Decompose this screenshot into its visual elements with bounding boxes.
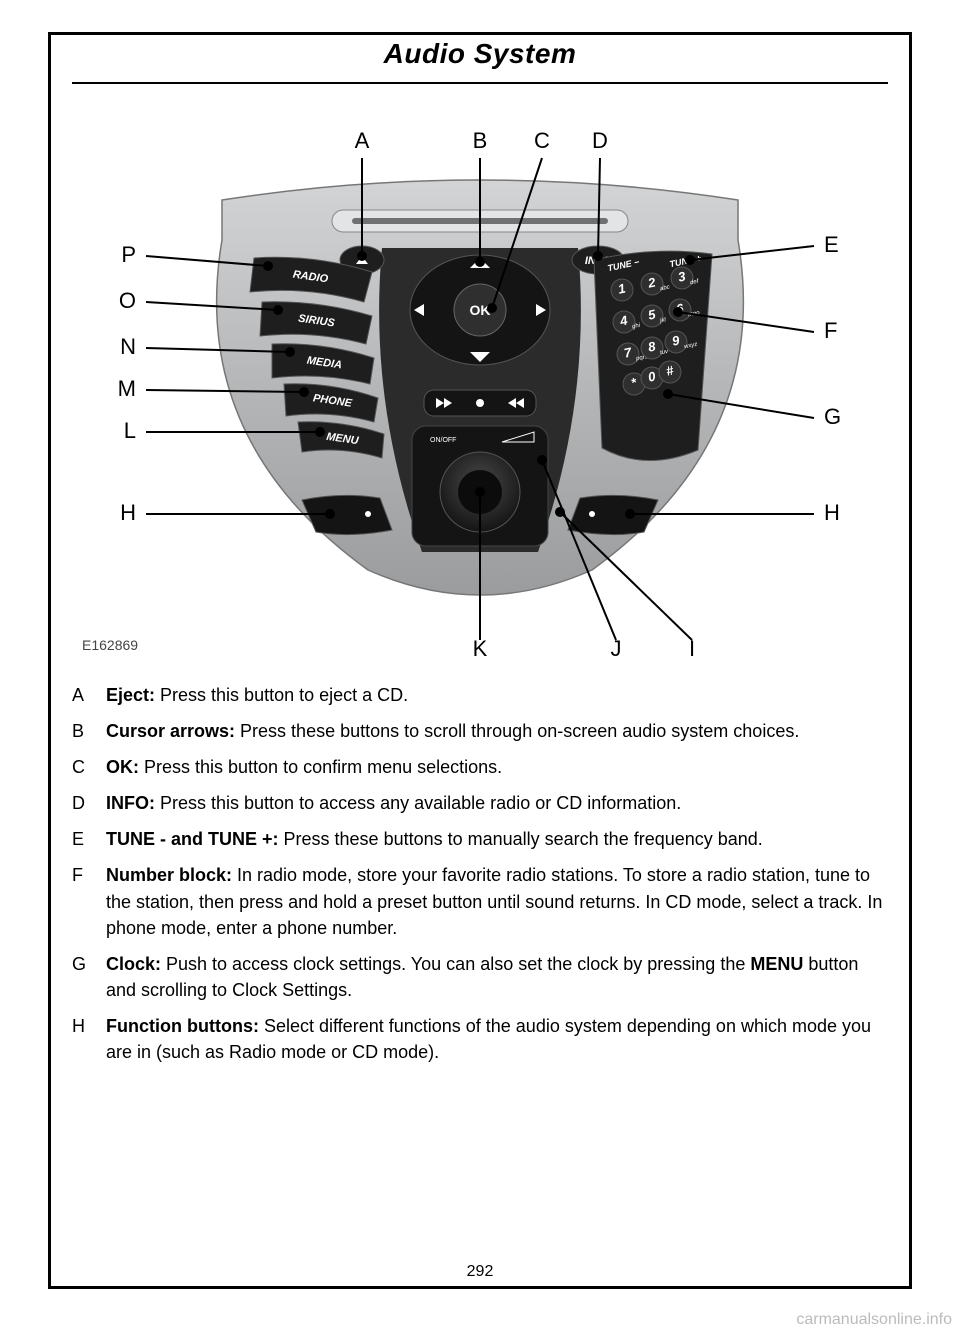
- callout-A: A: [355, 128, 370, 153]
- callout-J: J: [611, 636, 622, 660]
- svg-text:OK: OK: [470, 302, 491, 318]
- definitions-list: AEject: Press this button to eject a CD.…: [72, 682, 888, 1065]
- content-area: I N F O OK: [72, 100, 888, 1265]
- callout-E: E: [824, 232, 839, 257]
- definition-row: ETUNE - and TUNE +: Press these buttons …: [72, 826, 888, 852]
- audio-diagram: I N F O OK: [72, 100, 888, 660]
- definition-letter: G: [72, 951, 106, 1003]
- callout-N: N: [120, 334, 136, 359]
- watermark: carmanualsonline.info: [796, 1311, 952, 1329]
- callout-B: B: [473, 128, 488, 153]
- definition-text: OK: Press this button to confirm menu se…: [106, 754, 888, 780]
- definition-row: BCursor arrows: Press these buttons to s…: [72, 718, 888, 744]
- page-title: Audio System: [0, 38, 960, 70]
- callout-D: D: [592, 128, 608, 153]
- definition-row: FNumber block: In radio mode, store your…: [72, 862, 888, 940]
- callout-G: G: [824, 404, 841, 429]
- definition-text: INFO: Press this button to access any av…: [106, 790, 888, 816]
- callout-F: F: [824, 318, 837, 343]
- definition-text: Function buttons: Select different funct…: [106, 1013, 888, 1065]
- media-bar[interactable]: [424, 390, 536, 416]
- definition-text: Cursor arrows: Press these buttons to sc…: [106, 718, 888, 744]
- definition-letter: H: [72, 1013, 106, 1065]
- definition-letter: B: [72, 718, 106, 744]
- cursor-cluster: OK: [410, 255, 550, 365]
- definition-text: Clock: Push to access clock settings. Yo…: [106, 951, 888, 1003]
- definition-letter: A: [72, 682, 106, 708]
- figure-ref: E162869: [82, 637, 138, 653]
- callout-P: P: [121, 242, 136, 267]
- callout-L: L: [124, 418, 136, 443]
- definition-row: HFunction buttons: Select different func…: [72, 1013, 888, 1065]
- definition-row: AEject: Press this button to eject a CD.: [72, 682, 888, 708]
- definition-text: Number block: In radio mode, store your …: [106, 862, 888, 940]
- callout-O: O: [119, 288, 136, 313]
- definition-letter: D: [72, 790, 106, 816]
- numpad: TUNE − TUNE + 12abc3def4ghi5jkl6mno7pqrs…: [594, 251, 712, 460]
- diagram-svg: I N F O OK: [72, 100, 888, 660]
- definition-letter: C: [72, 754, 106, 780]
- callout-M: M: [118, 376, 136, 401]
- definition-row: GClock: Push to access clock settings. Y…: [72, 951, 888, 1003]
- definition-text: Eject: Press this button to eject a CD.: [106, 682, 888, 708]
- definition-row: COK: Press this button to confirm menu s…: [72, 754, 888, 780]
- title-rule: [72, 82, 888, 84]
- callout-H: H: [120, 500, 136, 525]
- definition-text: TUNE - and TUNE +: Press these buttons t…: [106, 826, 888, 852]
- svg-text:ON/OFF: ON/OFF: [430, 437, 456, 444]
- definition-letter: E: [72, 826, 106, 852]
- definition-row: DINFO: Press this button to access any a…: [72, 790, 888, 816]
- callout-I: I: [689, 636, 695, 660]
- callout-H: H: [824, 500, 840, 525]
- definition-letter: F: [72, 862, 106, 940]
- callout-K: K: [473, 636, 488, 660]
- page-number: 292: [0, 1263, 960, 1281]
- callout-C: C: [534, 128, 550, 153]
